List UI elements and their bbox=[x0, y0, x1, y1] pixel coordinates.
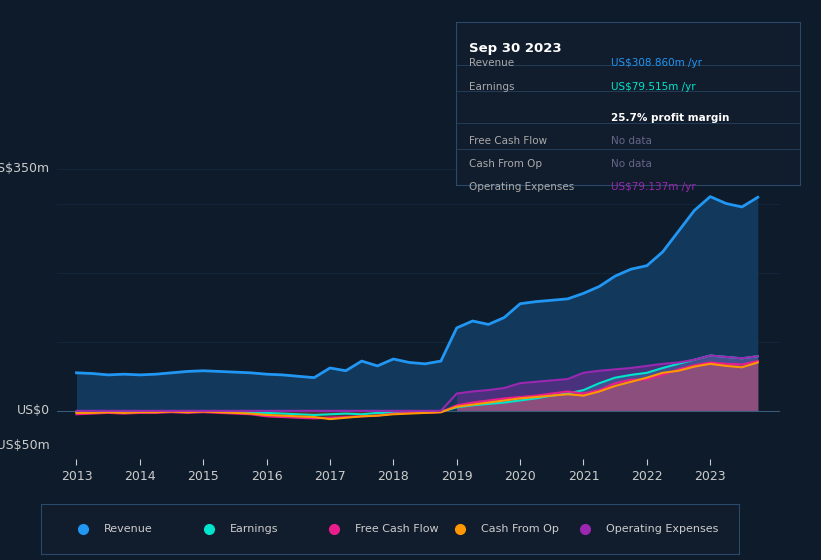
Text: Revenue: Revenue bbox=[103, 524, 153, 534]
Text: Cash From Op: Cash From Op bbox=[481, 524, 558, 534]
Text: Free Cash Flow: Free Cash Flow bbox=[470, 136, 548, 146]
Text: Operating Expenses: Operating Expenses bbox=[470, 181, 575, 192]
Text: Sep 30 2023: Sep 30 2023 bbox=[470, 42, 562, 55]
Text: -US$50m: -US$50m bbox=[0, 439, 50, 452]
Text: Operating Expenses: Operating Expenses bbox=[606, 524, 718, 534]
Text: US$79.137m /yr: US$79.137m /yr bbox=[611, 181, 695, 192]
Text: Free Cash Flow: Free Cash Flow bbox=[355, 524, 438, 534]
Text: US$350m: US$350m bbox=[0, 162, 50, 175]
Text: No data: No data bbox=[611, 159, 652, 169]
Text: Revenue: Revenue bbox=[470, 58, 515, 68]
Text: Earnings: Earnings bbox=[470, 82, 515, 92]
Text: US$0: US$0 bbox=[17, 404, 50, 417]
Text: Cash From Op: Cash From Op bbox=[470, 159, 543, 169]
Text: No data: No data bbox=[611, 136, 652, 146]
Text: 25.7% profit margin: 25.7% profit margin bbox=[611, 113, 729, 123]
Text: US$308.860m /yr: US$308.860m /yr bbox=[611, 58, 702, 68]
Text: Earnings: Earnings bbox=[230, 524, 278, 534]
Text: US$79.515m /yr: US$79.515m /yr bbox=[611, 82, 695, 92]
